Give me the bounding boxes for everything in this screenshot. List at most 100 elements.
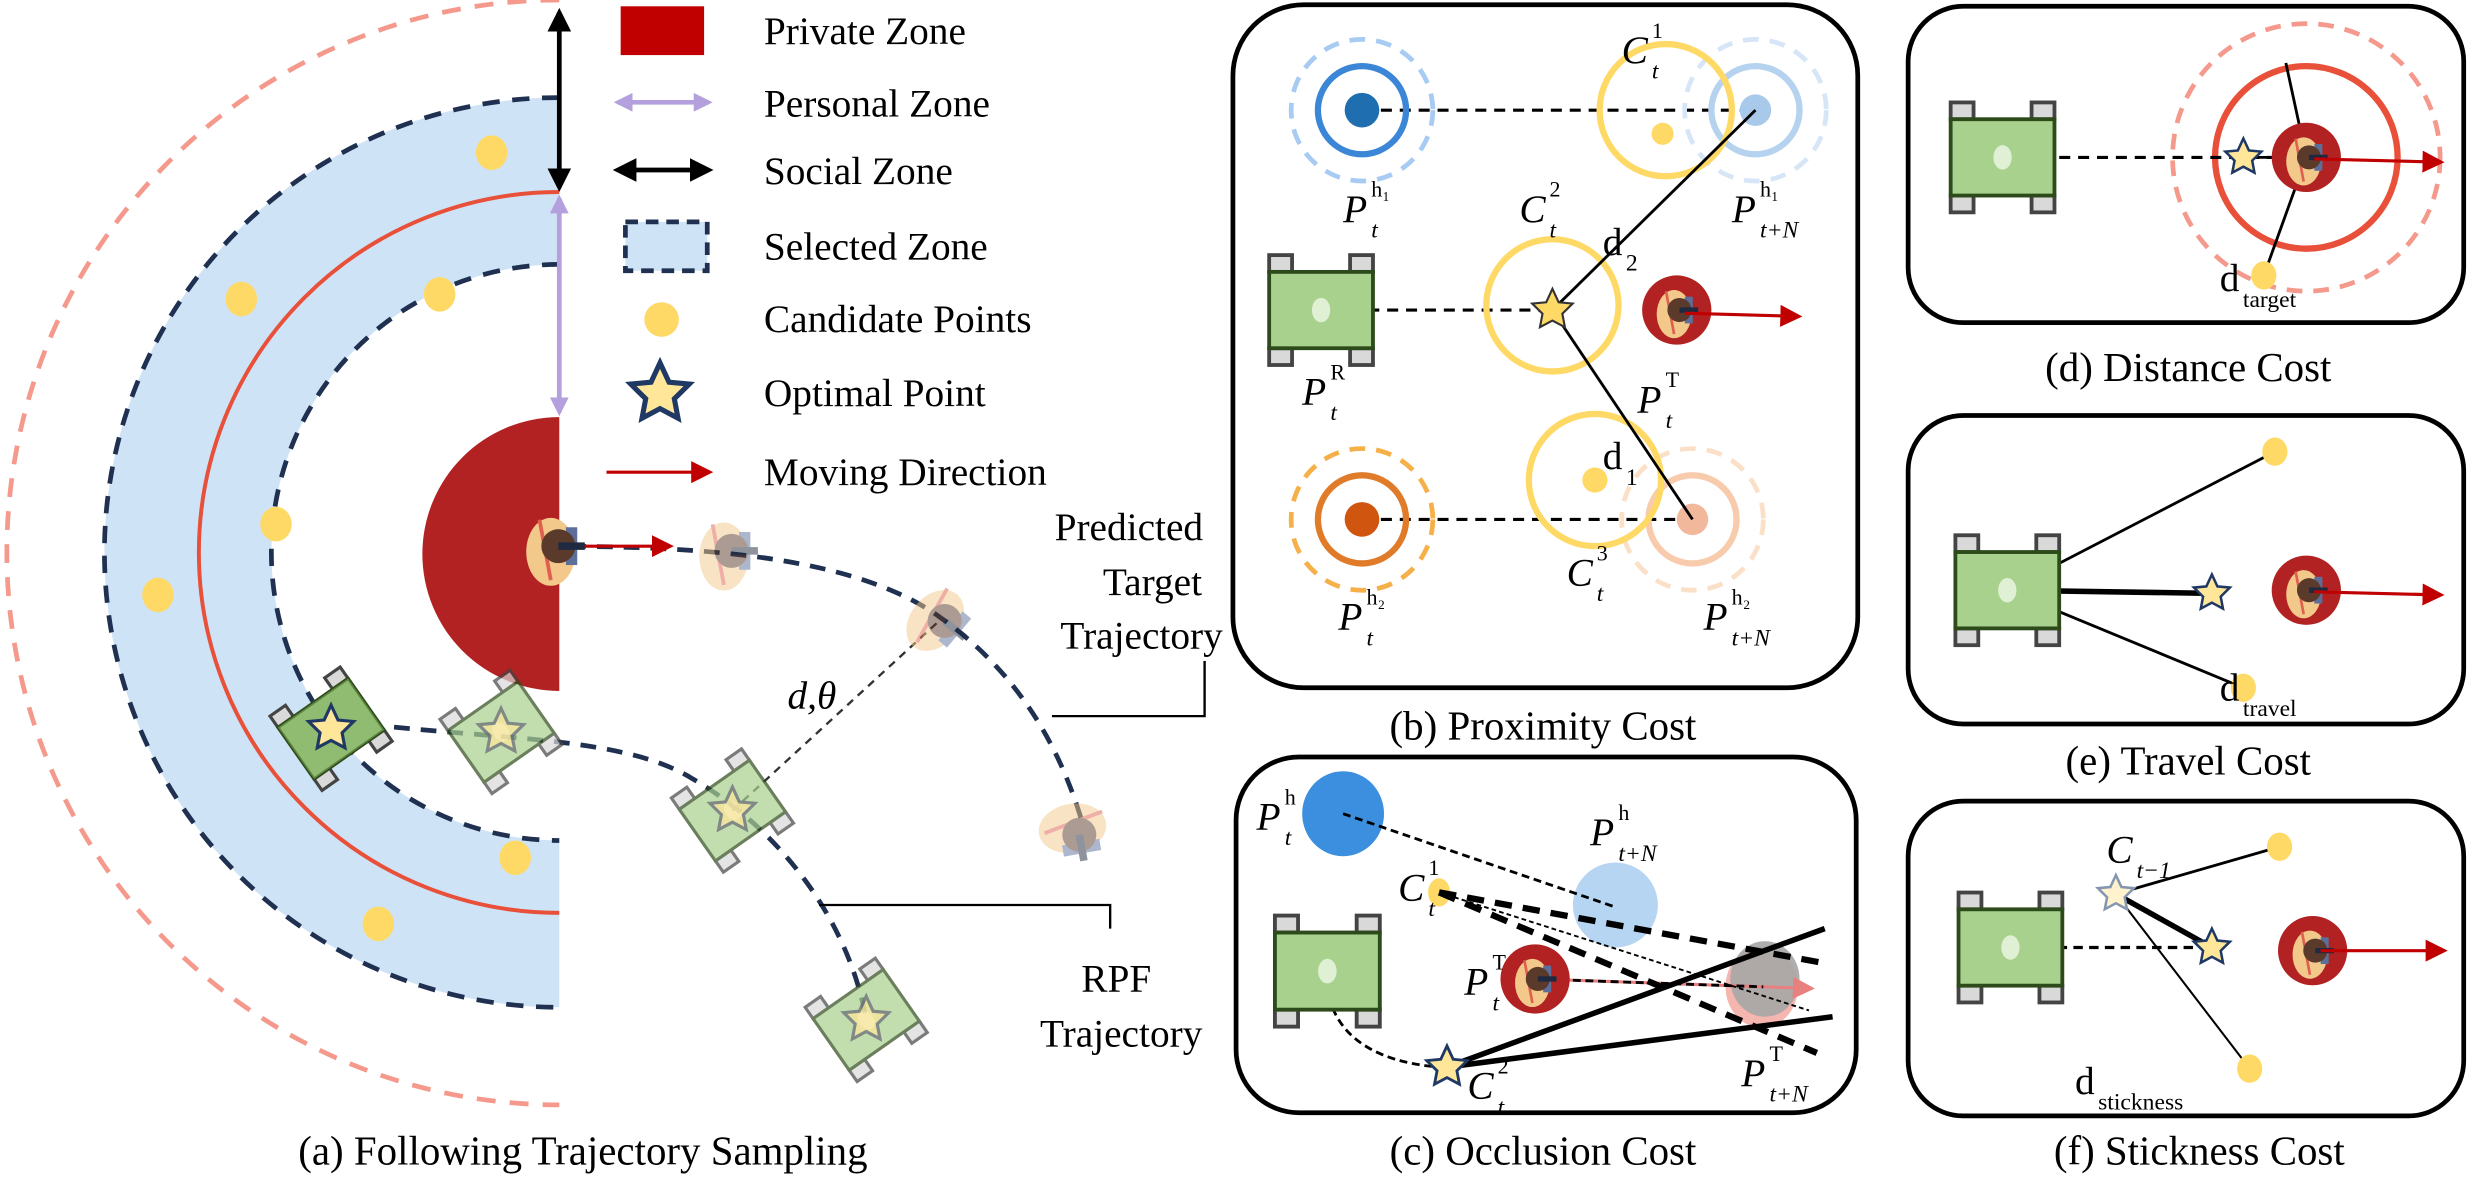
human-h2 [1288, 446, 1436, 593]
legend-label: Personal Zone [764, 81, 990, 125]
view-line-c2-upper [1446, 926, 1826, 1070]
math-label-phn: P [1589, 810, 1614, 854]
math-label-ph-sub: t [1285, 825, 1293, 851]
math-label-ph1n-sup: h₁ [1760, 177, 1779, 202]
stickness-line [2115, 845, 2280, 896]
candidate-point [2237, 1054, 2263, 1083]
math-label-d1: d [1603, 434, 1623, 478]
robot [1267, 253, 1375, 367]
moving-direction-arrow [2314, 150, 2445, 173]
math-label-c1-sub: t [1428, 896, 1436, 922]
rpf-label: RPF Trajectory [1040, 957, 1203, 1056]
selected-zone [104, 97, 560, 1008]
panel-b: (b) Proximity Cost [1230, 2, 1861, 749]
math-label-ph2n-sub: t+N [1732, 625, 1771, 651]
candidate-point [2251, 261, 2277, 290]
moving-direction-arrow [2314, 583, 2445, 606]
panel-d: (d) Distance Cost [1905, 3, 2467, 390]
math-label-d-sub: target [2243, 287, 2297, 313]
math-label-ph2-sup: h₂ [1367, 584, 1386, 609]
candidate-point [2262, 437, 2288, 466]
predicted-label: Predicted Target Trajectory [1055, 505, 1224, 658]
math-label-ph-sup: h [1285, 784, 1296, 809]
math-label-c3-sup: 3 [1597, 540, 1608, 565]
math-label-phn-sup: h [1618, 800, 1629, 825]
math-label-ph1n-sub: t+N [1760, 218, 1799, 244]
math-label-pr-sub: t [1330, 400, 1338, 426]
math-label-pt: P [1463, 960, 1488, 1004]
math-label-c3: C [1567, 550, 1594, 594]
math-label-c1-sup: 1 [1652, 18, 1663, 43]
legend-labels: Private Zone Personal Zone Social Zone S… [764, 9, 1047, 494]
legend-label: Social Zone [764, 149, 953, 193]
social-zone-boundary [4, 0, 560, 1108]
panel-e: (e) Travel Cost [1905, 413, 2467, 783]
target-person [2272, 123, 2341, 192]
legend-label: Selected Zone [764, 225, 988, 269]
math-label-d1-sub: 1 [1626, 465, 1638, 491]
math-label-d: d [2075, 1059, 2095, 1103]
math-label-c1: C [1622, 28, 1649, 72]
caption-d: (d) Distance Cost [2045, 345, 2332, 390]
math-label-cprev-sub: t−1 [2137, 858, 2171, 884]
math-label-c1-sup: 1 [1428, 855, 1439, 880]
math-label-ph2-sub: t [1367, 625, 1375, 651]
math-label-ph: P [1256, 794, 1281, 838]
caption-c: (c) Occlusion Cost [1390, 1129, 1697, 1174]
math-label-d: d [2220, 256, 2240, 300]
candidate-c3 [1525, 410, 1665, 550]
caption-b: (b) Proximity Cost [1390, 704, 1697, 749]
target-person [1500, 944, 1569, 1013]
panel-f: (f) Stickness Cost [1905, 798, 2467, 1174]
occluded-region [1730, 941, 1800, 1017]
math-label-d2-sub: 2 [1626, 251, 1638, 277]
math-label-ptn-sup: T [1769, 1041, 1783, 1066]
math-label-c2-sub: t [1498, 1094, 1506, 1120]
math-label-d-sub: stickness [2098, 1090, 2183, 1116]
stickness-line-optimal [2114, 891, 2214, 950]
panel-c: (c) Occlusion Cost [1233, 754, 1859, 1174]
math-label-c2-sup: 2 [1498, 1053, 1509, 1078]
math-label-pr: P [1301, 369, 1326, 413]
math-label-d2: d [1603, 220, 1623, 264]
candidate-point [2230, 673, 2256, 702]
predicted-person [895, 579, 984, 669]
math-label-c1-sub: t [1652, 59, 1660, 85]
math-label-phn-sub: t+N [1618, 841, 1657, 867]
robot [1272, 913, 1382, 1029]
math-label-ptn-sub: t+N [1769, 1082, 1808, 1108]
selected-zone-inner-border [268, 262, 560, 843]
caption-e: (e) Travel Cost [2066, 738, 2312, 783]
predicted-person [1035, 798, 1112, 867]
relative-distance-line [731, 617, 943, 812]
legend-label: Moving Direction [764, 450, 1047, 494]
caption-a: (a) Following Trajectory Sampling [298, 1129, 867, 1174]
d-theta-label: d,θ [788, 673, 837, 717]
math-label-pr-sup: R [1330, 359, 1345, 384]
human-future [1572, 862, 1658, 948]
target-person [526, 518, 585, 586]
candidate-c2 [1483, 236, 1622, 375]
math-label-ph1-sup: h₁ [1371, 177, 1390, 202]
math-label-pt-sup: T [1492, 950, 1506, 975]
math-label-ph2: P [1337, 595, 1362, 639]
predicted-leader-line [1051, 661, 1206, 718]
human-h1 [1288, 36, 1436, 184]
math-label-c3-sub: t [1597, 581, 1605, 607]
candidate-point [2266, 832, 2293, 861]
stickness-line [2115, 893, 2251, 1070]
d1-line [1551, 309, 1694, 521]
math-label-c1: C [1398, 865, 1425, 909]
dashed-blue-rectangle-icon [623, 219, 710, 274]
target-person [2272, 556, 2341, 625]
red-rectangle-icon [620, 6, 705, 56]
rpf-leader-line [818, 903, 1112, 929]
math-label-c2: C [1467, 1064, 1494, 1108]
math-label-ph1-sub: t [1371, 218, 1379, 244]
view-line-c2-lower [1446, 1014, 1833, 1070]
math-label-pt-sup: T [1666, 367, 1680, 392]
robot [1956, 890, 2065, 1005]
legend-label: Candidate Points [764, 297, 1032, 341]
